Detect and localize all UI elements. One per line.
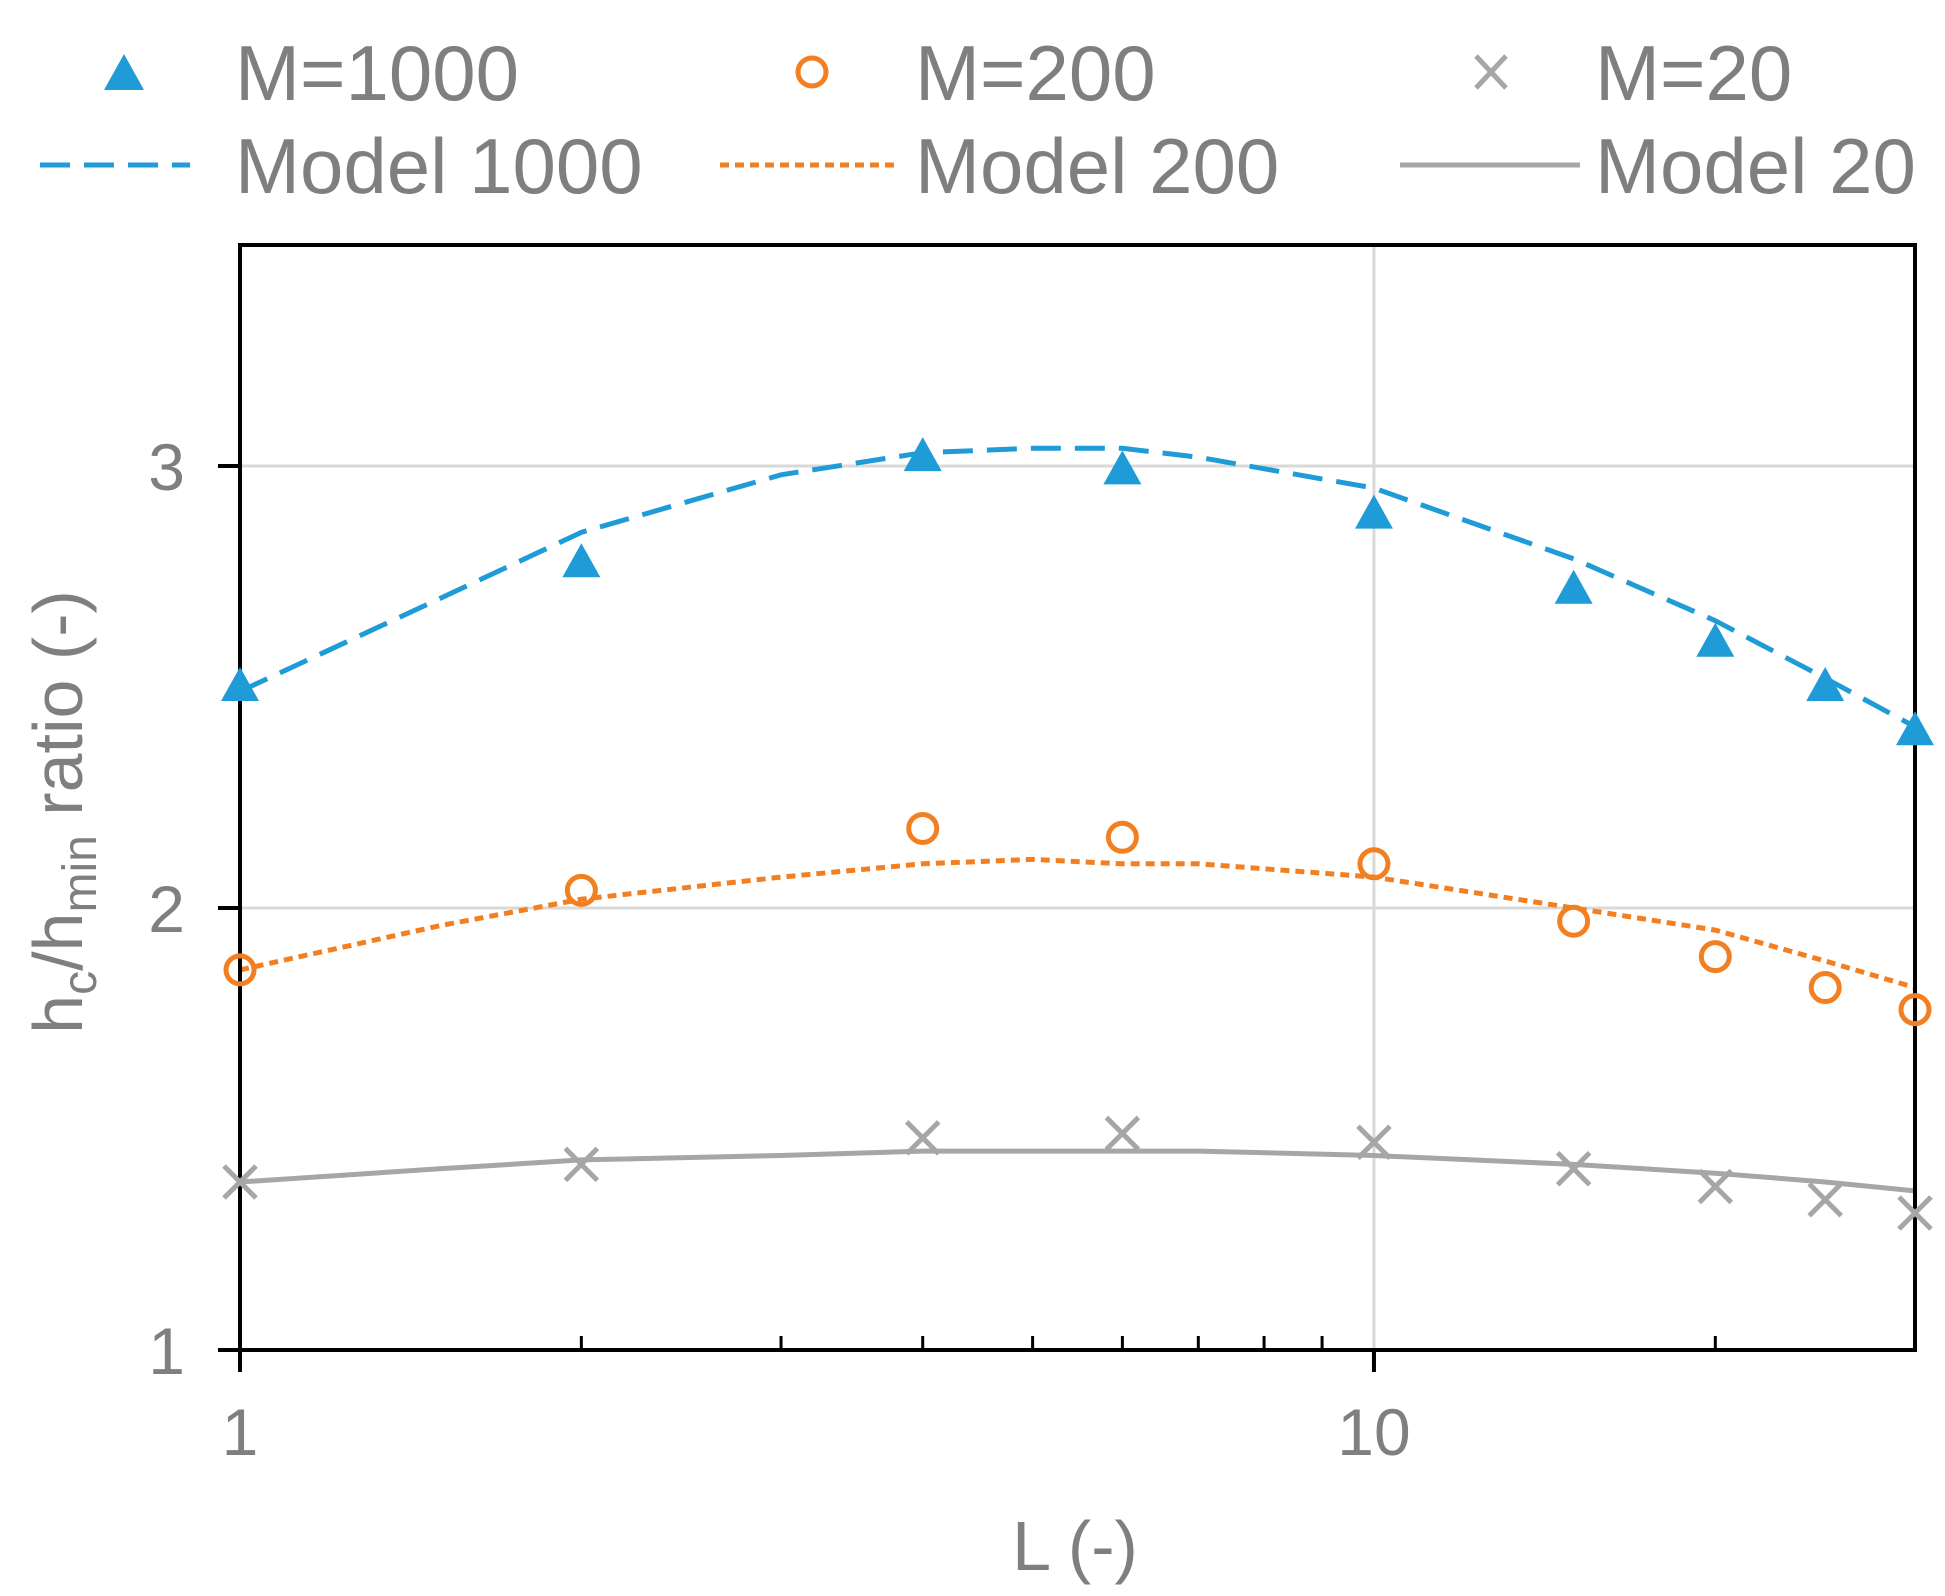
legend-label-model20: Model 20 — [1595, 122, 1916, 210]
y-tick-label: 3 — [148, 430, 185, 504]
series-line-model-1000 — [238, 445, 1917, 729]
legend-label-m20: M=20 — [1595, 29, 1792, 117]
point-m-200 — [1698, 940, 1732, 974]
y-axis-title-h2: h — [19, 913, 97, 952]
point-m-200 — [1105, 820, 1139, 854]
point-m-20 — [563, 1146, 600, 1183]
point-m-1000 — [1554, 569, 1593, 604]
point-m-20 — [1807, 1181, 1843, 1218]
y-axis-title-sub-c: c — [54, 971, 107, 995]
point-m-20 — [1555, 1151, 1592, 1187]
grid — [240, 245, 1915, 1350]
point-m-20 — [1356, 1124, 1392, 1161]
point-m-1000 — [1896, 711, 1934, 746]
x-axis-title: L (-) — [1012, 1507, 1138, 1585]
tick-labels: 1 10 1 2 3 — [148, 430, 1410, 1469]
point-m-200 — [1898, 993, 1932, 1027]
legend-label-m1000: M=1000 — [235, 29, 519, 117]
point-m-1000 — [562, 543, 601, 578]
point-m-1000 — [1696, 622, 1735, 657]
legend-label-model200: Model 200 — [915, 122, 1279, 210]
point-m-1000 — [221, 667, 259, 701]
point-m-20 — [1697, 1168, 1734, 1205]
point-m-200 — [564, 873, 598, 907]
x-tick-label: 1 — [222, 1395, 259, 1469]
y-axis-title-suffix: ratio (-) — [19, 590, 97, 835]
data-points — [221, 437, 1934, 1231]
point-m-20 — [1104, 1115, 1141, 1152]
plot-border — [238, 243, 1917, 1352]
point-m-200 — [906, 811, 940, 845]
y-axis-title-sub-min: min — [54, 835, 107, 912]
y-axis-title: hc/hmin ratio (-) — [19, 590, 107, 1034]
legend: M=1000 M=200 M=20 Model 1000 Model 200 M… — [40, 29, 1916, 210]
plot-frame — [238, 243, 1917, 1352]
legend-label-model1000: Model 1000 — [235, 122, 643, 210]
point-m-1000 — [1103, 450, 1142, 485]
point-m-200 — [1808, 971, 1842, 1005]
axis-ticks — [218, 464, 1717, 1372]
point-m-20 — [904, 1120, 941, 1156]
point-m-1000 — [1354, 494, 1393, 529]
point-m-200 — [1357, 847, 1391, 881]
y-tick-label: 2 — [148, 872, 185, 946]
legend-marker-m20 — [1474, 54, 1508, 90]
point-m-20 — [1897, 1195, 1933, 1231]
y-tick-label: 1 — [148, 1314, 185, 1388]
x-tick-label: 10 — [1337, 1395, 1410, 1469]
point-m-20 — [222, 1164, 258, 1200]
model-lines — [238, 445, 1917, 1194]
legend-label-m200: M=200 — [915, 29, 1156, 117]
legend-marker-m1000 — [104, 54, 144, 90]
y-axis-title-h: h — [19, 995, 97, 1034]
series-line-model-20 — [239, 1148, 1916, 1194]
point-m-1000 — [1806, 667, 1845, 701]
series-line-model-200 — [239, 856, 1916, 990]
point-m-200 — [1557, 904, 1591, 938]
legend-marker-m200 — [795, 55, 829, 89]
point-m-1000 — [903, 437, 942, 472]
y-axis-title-slash: / — [19, 951, 97, 971]
point-m-200 — [223, 953, 257, 987]
